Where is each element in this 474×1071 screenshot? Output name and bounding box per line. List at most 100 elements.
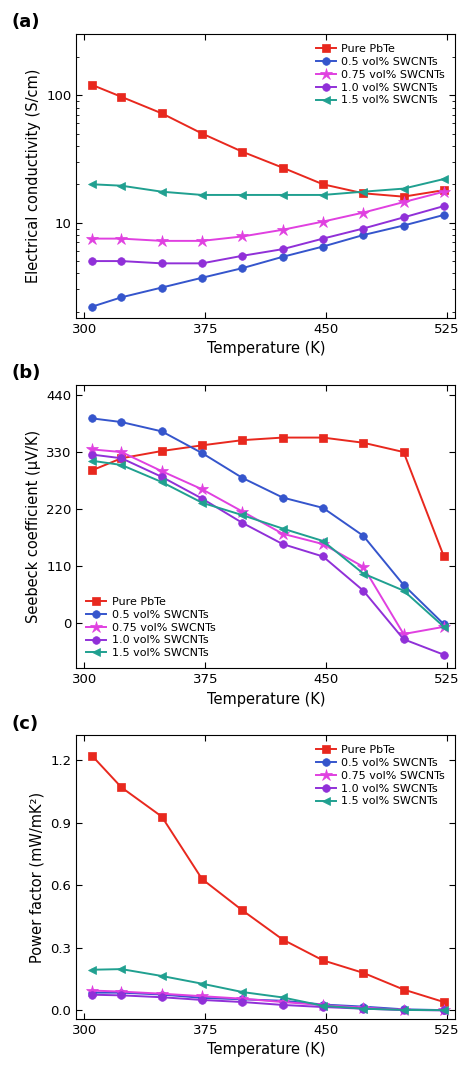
- X-axis label: Temperature (K): Temperature (K): [207, 1042, 325, 1057]
- 0.5 vol% SWCNTs: [401, 220, 406, 232]
- Line: 1.5 vol% SWCNTs: 1.5 vol% SWCNTs: [88, 965, 448, 1014]
- 1.0 vol% SWCNTs: [401, 633, 406, 646]
- Pure PbTe: [360, 966, 366, 979]
- 0.5 vol% SWCNTs: [118, 416, 124, 428]
- 0.75 vol% SWCNTs: [199, 235, 205, 247]
- Pure PbTe: [159, 107, 164, 120]
- Text: (a): (a): [12, 14, 40, 31]
- 1.5 vol% SWCNTs: [159, 185, 164, 198]
- 0.5 vol% SWCNTs: [118, 291, 124, 304]
- 0.75 vol% SWCNTs: [90, 232, 95, 245]
- 1.5 vol% SWCNTs: [360, 185, 366, 198]
- 1.0 vol% SWCNTs: [199, 994, 205, 1007]
- 0.5 vol% SWCNTs: [360, 1000, 366, 1013]
- 1.0 vol% SWCNTs: [90, 448, 95, 461]
- Line: 0.5 vol% SWCNTs: 0.5 vol% SWCNTs: [89, 989, 448, 1014]
- 1.0 vol% SWCNTs: [199, 257, 205, 270]
- 0.75 vol% SWCNTs: [118, 232, 124, 245]
- 1.0 vol% SWCNTs: [159, 470, 164, 483]
- 0.5 vol% SWCNTs: [90, 986, 95, 999]
- 1.5 vol% SWCNTs: [90, 963, 95, 976]
- 0.5 vol% SWCNTs: [239, 993, 245, 1006]
- 1.5 vol% SWCNTs: [199, 977, 205, 990]
- Pure PbTe: [401, 191, 406, 203]
- 1.0 vol% SWCNTs: [90, 255, 95, 268]
- Pure PbTe: [239, 146, 245, 159]
- 0.75 vol% SWCNTs: [320, 215, 326, 228]
- 1.0 vol% SWCNTs: [118, 255, 124, 268]
- 1.0 vol% SWCNTs: [199, 493, 205, 506]
- 0.5 vol% SWCNTs: [280, 994, 285, 1007]
- 1.0 vol% SWCNTs: [360, 222, 366, 235]
- 0.75 vol% SWCNTs: [90, 984, 95, 997]
- 1.0 vol% SWCNTs: [320, 232, 326, 245]
- 1.5 vol% SWCNTs: [441, 620, 447, 633]
- 1.5 vol% SWCNTs: [199, 188, 205, 201]
- 1.5 vol% SWCNTs: [401, 1004, 406, 1016]
- X-axis label: Temperature (K): Temperature (K): [207, 341, 325, 356]
- 1.0 vol% SWCNTs: [239, 516, 245, 529]
- 0.75 vol% SWCNTs: [239, 992, 245, 1005]
- 0.5 vol% SWCNTs: [159, 989, 164, 1001]
- 1.0 vol% SWCNTs: [280, 538, 285, 550]
- Line: 1.0 vol% SWCNTs: 1.0 vol% SWCNTs: [89, 451, 448, 659]
- 1.5 vol% SWCNTs: [320, 534, 326, 547]
- 0.75 vol% SWCNTs: [360, 206, 366, 218]
- 0.5 vol% SWCNTs: [401, 1002, 406, 1015]
- Line: 1.5 vol% SWCNTs: 1.5 vol% SWCNTs: [88, 456, 448, 631]
- 0.75 vol% SWCNTs: [199, 483, 205, 496]
- 1.0 vol% SWCNTs: [280, 243, 285, 256]
- 1.0 vol% SWCNTs: [118, 452, 124, 465]
- Pure PbTe: [280, 162, 285, 175]
- 0.75 vol% SWCNTs: [320, 999, 326, 1012]
- Pure PbTe: [401, 446, 406, 458]
- 0.75 vol% SWCNTs: [441, 185, 447, 198]
- Pure PbTe: [320, 432, 326, 444]
- 1.0 vol% SWCNTs: [159, 991, 164, 1004]
- Pure PbTe: [360, 186, 366, 199]
- X-axis label: Temperature (K): Temperature (K): [207, 692, 325, 707]
- 0.5 vol% SWCNTs: [239, 261, 245, 274]
- 0.75 vol% SWCNTs: [401, 628, 406, 640]
- 0.75 vol% SWCNTs: [239, 506, 245, 518]
- Pure PbTe: [280, 933, 285, 946]
- 1.5 vol% SWCNTs: [441, 1004, 447, 1016]
- 1.5 vol% SWCNTs: [360, 568, 366, 580]
- 0.5 vol% SWCNTs: [199, 271, 205, 284]
- 1.5 vol% SWCNTs: [118, 179, 124, 192]
- 1.5 vol% SWCNTs: [159, 969, 164, 982]
- 0.5 vol% SWCNTs: [320, 501, 326, 514]
- 1.5 vol% SWCNTs: [280, 523, 285, 536]
- Pure PbTe: [441, 550, 447, 563]
- Pure PbTe: [90, 78, 95, 91]
- 1.5 vol% SWCNTs: [239, 985, 245, 998]
- Y-axis label: Electrical conductivity (S/cm): Electrical conductivity (S/cm): [26, 69, 41, 283]
- 1.0 vol% SWCNTs: [401, 211, 406, 224]
- 1.0 vol% SWCNTs: [401, 1004, 406, 1016]
- 1.0 vol% SWCNTs: [118, 989, 124, 1001]
- 1.5 vol% SWCNTs: [280, 991, 285, 1004]
- Legend: Pure PbTe, 0.5 vol% SWCNTs, 0.75 vol% SWCNTs, 1.0 vol% SWCNTs, 1.5 vol% SWCNTs: Pure PbTe, 0.5 vol% SWCNTs, 0.75 vol% SW…: [82, 592, 220, 663]
- 0.75 vol% SWCNTs: [280, 224, 285, 237]
- Pure PbTe: [199, 873, 205, 886]
- 0.75 vol% SWCNTs: [239, 230, 245, 243]
- Legend: Pure PbTe, 0.5 vol% SWCNTs, 0.75 vol% SWCNTs, 1.0 vol% SWCNTs, 1.5 vol% SWCNTs: Pure PbTe, 0.5 vol% SWCNTs, 0.75 vol% SW…: [311, 741, 450, 811]
- 0.75 vol% SWCNTs: [441, 1004, 447, 1016]
- 1.5 vol% SWCNTs: [360, 1002, 366, 1015]
- Pure PbTe: [90, 750, 95, 763]
- 1.0 vol% SWCNTs: [441, 199, 447, 212]
- 1.0 vol% SWCNTs: [320, 550, 326, 563]
- 0.75 vol% SWCNTs: [118, 985, 124, 998]
- Line: 0.75 vol% SWCNTs: 0.75 vol% SWCNTs: [86, 185, 450, 247]
- 1.5 vol% SWCNTs: [401, 584, 406, 597]
- 1.0 vol% SWCNTs: [159, 257, 164, 270]
- 1.0 vol% SWCNTs: [441, 1004, 447, 1016]
- 0.5 vol% SWCNTs: [360, 529, 366, 542]
- Pure PbTe: [90, 464, 95, 477]
- Line: Pure PbTe: Pure PbTe: [89, 434, 448, 560]
- 1.5 vol% SWCNTs: [239, 509, 245, 522]
- 1.0 vol% SWCNTs: [441, 648, 447, 661]
- 0.5 vol% SWCNTs: [159, 281, 164, 293]
- 0.75 vol% SWCNTs: [159, 987, 164, 1000]
- 0.75 vol% SWCNTs: [401, 196, 406, 209]
